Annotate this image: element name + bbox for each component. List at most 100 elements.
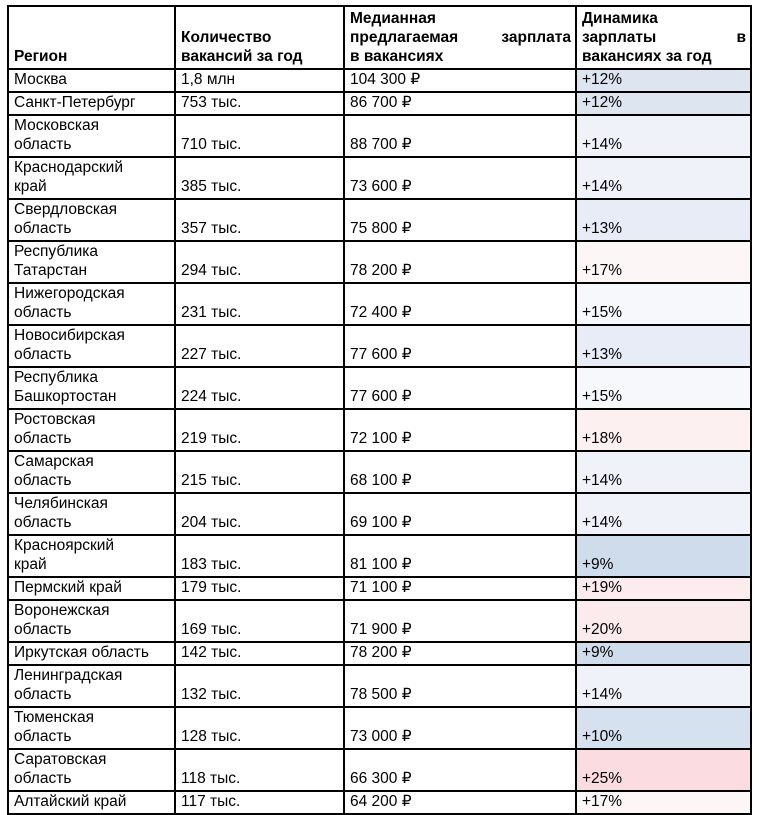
salary-cell: 86 700 ₽ [343,91,577,116]
dynamics-cell: +12% [575,68,752,93]
table-row: Саратовская область 118 тыс. 66 300 ₽ +25% [7,748,752,792]
column-header-line: Медианная [350,10,436,27]
table-row: Алтайский край 117 тыс. 64 200 ₽ +17% [7,790,752,815]
vacancies-cell: 227 тыс. [174,324,345,368]
vacancies-cell: 169 тыс. [174,599,345,643]
salary-cell: 71 100 ₽ [343,576,577,601]
table-row: Москва 1,8 млн 104 300 ₽ +12% [7,68,752,93]
table-row: Московская область 710 тыс. 88 700 ₽ +14% [7,114,752,158]
region-cell: Московская область [7,114,176,158]
dynamics-cell: +14% [575,156,752,200]
column-header-line: Количество [181,29,272,46]
header-word: зарплаты [582,29,657,46]
column-header-dynamics: Динамика зарплаты в вакансиях за год [575,5,752,70]
column-header-line: предлагаемая зарплата [350,28,571,47]
vacancies-cell: 204 тыс. [174,492,345,536]
column-header-line: вакансиях за год [582,48,712,65]
dynamics-cell: +9% [575,641,752,666]
table-row: Краснодарский край 385 тыс. 73 600 ₽ +14% [7,156,752,200]
dynamics-cell: +20% [575,599,752,643]
vacancies-cell: 1,8 млн [174,68,345,93]
salary-cell: 78 500 ₽ [343,664,577,708]
salary-cell: 77 600 ₽ [343,324,577,368]
vacancies-cell: 118 тыс. [174,748,345,792]
salary-cell: 64 200 ₽ [343,790,577,815]
dynamics-cell: +13% [575,198,752,242]
vacancies-cell: 294 тыс. [174,240,345,284]
table-row: Нижегородская область 231 тыс. 72 400 ₽ +15… [7,282,752,326]
salary-cell: 88 700 ₽ [343,114,577,158]
table-row: Красноярский край 183 тыс. 81 100 ₽ +9% [7,534,752,578]
dynamics-cell: +14% [575,114,752,158]
column-header-line: Регион [14,48,68,65]
table-row: Самарская область 215 тыс. 68 100 ₽ +14% [7,450,752,494]
region-cell: Нижегородская область [7,282,176,326]
vacancies-cell: 132 тыс. [174,664,345,708]
region-cell: Иркутская область [7,641,176,666]
salary-cell: 69 100 ₽ [343,492,577,536]
dynamics-cell: +14% [575,492,752,536]
column-header-line: вакансий за год [181,48,303,65]
table-body: Москва 1,8 млн 104 300 ₽ +12% Санкт-Петербур… [7,68,752,815]
region-cell: Ленинградская область [7,664,176,708]
table-header-row: Регион Количество вакансий за год Медианная… [7,5,752,70]
dynamics-cell: +25% [575,748,752,792]
region-cell: Ростовская область [7,408,176,452]
salary-cell: 66 300 ₽ [343,748,577,792]
vacancies-cell: 219 тыс. [174,408,345,452]
region-cell: Республика Татарстан [7,240,176,284]
table-row: Челябинская область 204 тыс. 69 100 ₽ +14% [7,492,752,536]
column-header-line: Динамика [582,10,658,27]
dynamics-cell: +13% [575,324,752,368]
dynamics-cell: +18% [575,408,752,452]
region-cell: Москва [7,68,176,93]
column-header-line: зарплаты в [582,28,746,47]
salary-cell: 81 100 ₽ [343,534,577,578]
regions-salary-table: Регион Количество вакансий за год Медианная… [7,5,752,815]
table-row: Воронежская область 169 тыс. 71 900 ₽ +20% [7,599,752,643]
region-cell: Алтайский край [7,790,176,815]
salary-cell: 78 200 ₽ [343,641,577,666]
column-header-salary: Медианная предлагаемая зарплата в вакансиях [343,5,577,70]
dynamics-cell: +19% [575,576,752,601]
table-row: Республика Татарстан 294 тыс. 78 200 ₽ +17% [7,240,752,284]
salary-cell: 72 100 ₽ [343,408,577,452]
header-word: предлагаемая [350,29,459,46]
header-word: в [736,29,746,46]
dynamics-cell: +10% [575,706,752,750]
column-header-line: в вакансиях [350,48,444,65]
salary-cell: 71 900 ₽ [343,599,577,643]
vacancies-cell: 128 тыс. [174,706,345,750]
region-cell: Пермский край [7,576,176,601]
region-cell: Республика Башкортостан [7,366,176,410]
region-cell: Новосибирская область [7,324,176,368]
salary-cell: 72 400 ₽ [343,282,577,326]
region-cell: Санкт-Петербург [7,91,176,116]
salary-cell: 75 800 ₽ [343,198,577,242]
dynamics-cell: +14% [575,450,752,494]
dynamics-cell: +15% [575,282,752,326]
table-row: Тюменская область 128 тыс. 73 000 ₽ +10% [7,706,752,750]
region-cell: Красноярский край [7,534,176,578]
region-cell: Челябинская область [7,492,176,536]
dynamics-cell: +17% [575,240,752,284]
vacancies-cell: 179 тыс. [174,576,345,601]
vacancies-cell: 385 тыс. [174,156,345,200]
vacancies-cell: 357 тыс. [174,198,345,242]
region-cell: Краснодарский край [7,156,176,200]
table-row: Свердловская область 357 тыс. 75 800 ₽ +13% [7,198,752,242]
vacancies-cell: 753 тыс. [174,91,345,116]
vacancies-cell: 224 тыс. [174,366,345,410]
table-row: Новосибирская область 227 тыс. 77 600 ₽ +13… [7,324,752,368]
vacancies-cell: 183 тыс. [174,534,345,578]
vacancies-cell: 142 тыс. [174,641,345,666]
vacancies-cell: 117 тыс. [174,790,345,815]
table-header: Регион Количество вакансий за год Медианная… [7,5,752,70]
vacancies-cell: 231 тыс. [174,282,345,326]
salary-cell: 77 600 ₽ [343,366,577,410]
salary-cell: 104 300 ₽ [343,68,577,93]
salary-cell: 73 000 ₽ [343,706,577,750]
table-row: Санкт-Петербург 753 тыс. 86 700 ₽ +12% [7,91,752,116]
column-header-vacancies: Количество вакансий за год [174,5,345,70]
